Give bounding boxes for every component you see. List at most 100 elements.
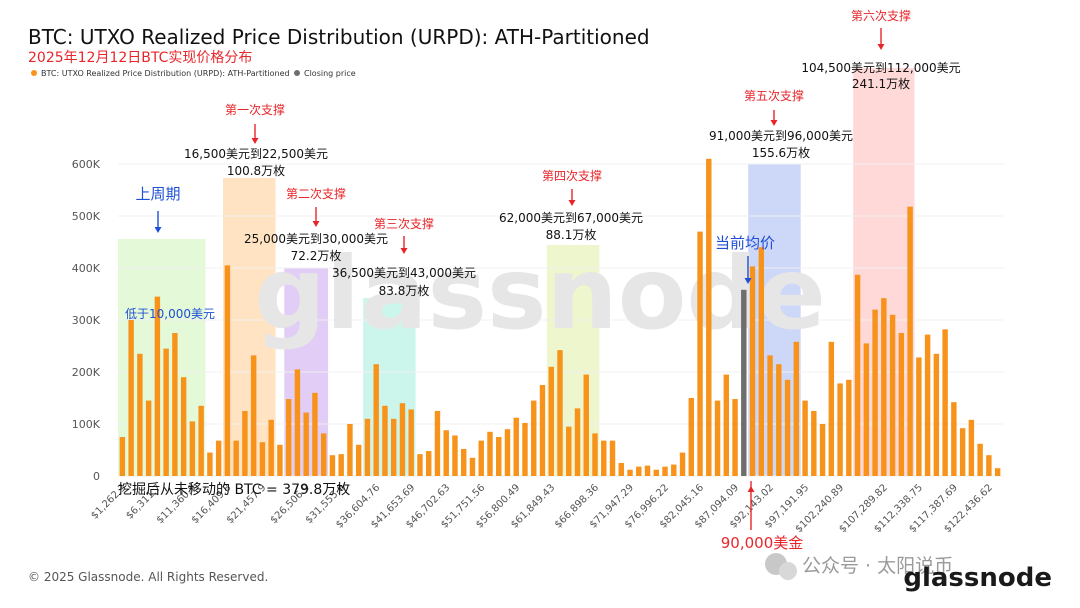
bar: [671, 464, 677, 476]
bar: [566, 426, 572, 476]
support-label-3: 第三次支撑: [374, 216, 434, 231]
bar: [898, 333, 905, 476]
bar: [557, 350, 563, 476]
bar: [189, 421, 196, 476]
legend-series-dot: [31, 70, 37, 76]
bar: [863, 343, 870, 476]
bar: [959, 428, 966, 476]
bar: [907, 206, 913, 476]
bar: [828, 341, 835, 476]
bar: [837, 383, 843, 476]
label-current-average: 当前均价: [715, 234, 775, 252]
y-tick-label: 600K: [72, 158, 101, 171]
support-arrow-4-head: [568, 200, 576, 206]
bar: [180, 377, 187, 476]
bar: [443, 430, 449, 476]
support-label-1: 第一次支撑: [225, 102, 285, 117]
arrow-previous-cycle-head: [154, 227, 162, 233]
support-label-4: 第四次支撑: [542, 168, 602, 183]
bar: [478, 440, 484, 476]
label-previous-cycle: 上周期: [135, 185, 180, 203]
support-range-1: 16,500美元到22,500美元: [184, 147, 328, 161]
bar: [994, 468, 1001, 476]
bar: [924, 334, 931, 476]
bar: [548, 366, 554, 476]
support-amount-2: 72.2万枚: [291, 248, 342, 263]
bar: [662, 466, 668, 476]
bar: [347, 424, 353, 476]
bar: [417, 454, 423, 476]
bar: [968, 419, 975, 476]
bar: [137, 353, 143, 476]
wechat-account: 公众号 · 太阳说币: [802, 555, 953, 577]
support-arrow-3-head: [400, 248, 408, 254]
bar: [434, 411, 441, 476]
bar: [425, 451, 432, 476]
bar: [776, 364, 782, 476]
bar: [408, 409, 414, 476]
bar: [819, 424, 826, 476]
y-tick-label: 300K: [72, 314, 101, 327]
bar: [951, 402, 957, 476]
bar: [355, 444, 362, 476]
bar: [583, 374, 589, 476]
bar: [312, 392, 318, 476]
bar: [522, 422, 528, 476]
support-range-4: 62,000美元到67,000美元: [499, 211, 643, 225]
zone-support-4: [546, 245, 600, 476]
bar: [872, 309, 878, 476]
y-tick-label: 200K: [72, 366, 101, 379]
bar: [452, 435, 458, 476]
bar: [793, 341, 800, 476]
bar: [531, 400, 537, 476]
bar: [364, 418, 371, 476]
bar: [373, 364, 379, 476]
support-range-5: 91,000美元到96,000美元: [709, 129, 853, 143]
bar: [294, 369, 301, 476]
bar: [592, 433, 598, 476]
bar: [636, 466, 642, 476]
bar: [198, 405, 204, 476]
legend-closing-dot: [294, 70, 300, 76]
bar: [758, 247, 765, 476]
bar: [496, 437, 502, 476]
bar: [881, 298, 887, 476]
bar: [601, 440, 607, 476]
y-tick-label: 100K: [72, 418, 101, 431]
y-tick-label: 400K: [72, 262, 101, 275]
arrow-current-price-head: [747, 486, 755, 492]
y-tick-label: 500K: [72, 210, 101, 223]
watermark: glassnode: [254, 235, 826, 352]
bar: [889, 314, 896, 476]
support-amount-3: 83.8万枚: [379, 283, 430, 298]
bar: [802, 400, 808, 476]
bar: [119, 437, 126, 476]
bar: [320, 433, 327, 476]
support-amount-5: 155.6万枚: [752, 145, 810, 160]
bar: [653, 469, 659, 476]
copyright: © 2025 Glassnode. All Rights Reserved.: [28, 570, 268, 584]
bar: [504, 429, 511, 476]
bar: [242, 411, 248, 476]
support-arrow-5-head: [770, 120, 778, 126]
bar: [469, 457, 476, 476]
bar: [679, 452, 686, 476]
bar: [215, 440, 222, 476]
bar: [163, 348, 169, 476]
legend-closing-label: Closing price: [304, 69, 356, 78]
zone-support-3: [363, 298, 416, 476]
bar: [714, 400, 721, 476]
support-amount-4: 88.1万枚: [546, 227, 597, 242]
support-label-2: 第二次支撑: [286, 186, 346, 201]
support-arrow-2-head: [312, 221, 320, 227]
bar: [697, 231, 703, 476]
bar: [618, 463, 624, 476]
support-arrow-1-head: [251, 138, 259, 144]
bar: [767, 355, 773, 476]
label-current-price: 90,000美金: [721, 534, 804, 552]
legend-series-label: BTC: UTXO Realized Price Distribution (U…: [41, 69, 290, 78]
support-amount-6: 241.1万枚: [852, 76, 910, 91]
bar: [329, 455, 336, 476]
bar: [811, 411, 817, 476]
